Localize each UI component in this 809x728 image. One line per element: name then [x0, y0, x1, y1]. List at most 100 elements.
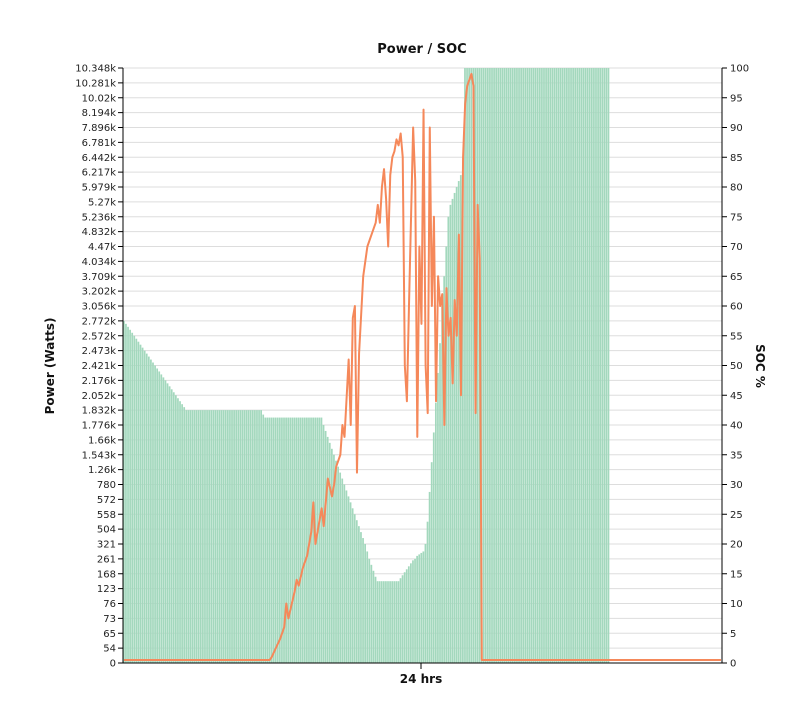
power-bar: [593, 68, 595, 663]
power-bar: [256, 410, 258, 664]
power-bar: [212, 410, 215, 664]
left-axis-title: Power (Watts): [43, 318, 57, 415]
power-bar: [466, 68, 468, 663]
power-bar: [299, 417, 302, 663]
power-bar: [601, 68, 604, 663]
power-bar: [476, 68, 479, 663]
power-bar: [501, 68, 504, 663]
left-tick-label: 73: [103, 614, 116, 625]
power-bar: [125, 323, 127, 663]
left-tick-label: 5.979k: [82, 183, 117, 194]
power-bar: [147, 356, 150, 663]
power-bar: [272, 417, 275, 663]
power-bar: [303, 417, 306, 663]
power-bar: [424, 544, 427, 663]
right-tick-label: 75: [730, 212, 743, 223]
power-bar: [139, 344, 142, 663]
power-bar: [249, 410, 252, 664]
power-bar: [216, 410, 219, 664]
soc-line-layer: [124, 72, 721, 662]
power-bar: [428, 491, 431, 663]
power-bar: [416, 555, 418, 663]
left-tick-label: 504: [97, 525, 116, 536]
power-bar: [590, 68, 593, 663]
power-bar: [320, 417, 323, 663]
power-bar: [509, 68, 512, 663]
left-tick-label: 261: [97, 554, 116, 565]
power-bar: [397, 581, 400, 663]
left-tick-label: 65: [103, 629, 116, 640]
power-bar: [274, 417, 277, 663]
power-bar: [536, 68, 539, 663]
right-tick-label: 30: [730, 480, 743, 491]
power-bar: [430, 462, 433, 663]
power-bar: [324, 430, 327, 663]
left-tick-label: 6.217k: [82, 168, 117, 179]
left-tick-label: 3.709k: [82, 272, 117, 283]
right-tick-label: 0: [730, 659, 736, 670]
power-bar: [516, 68, 518, 663]
right-tick-label: 60: [730, 302, 743, 313]
right-tick-label: 45: [730, 391, 743, 402]
right-tick-label: 5: [730, 629, 736, 640]
power-bar: [532, 68, 535, 663]
power-bar: [131, 332, 134, 663]
power-bar: [366, 551, 369, 663]
power-bar: [210, 410, 213, 664]
right-tick-label: 40: [730, 421, 743, 432]
power-bar: [405, 569, 408, 663]
power-bar: [195, 410, 198, 664]
power-bar: [208, 410, 210, 664]
left-tick-label: 7.896k: [82, 123, 117, 134]
left-tick-label: 4.47k: [88, 242, 116, 253]
power-bar: [214, 410, 217, 664]
power-bar: [137, 341, 140, 663]
left-tick-label: 2.772k: [82, 316, 117, 327]
left-tick-label: 76: [103, 599, 116, 610]
power-bar: [235, 410, 238, 664]
power-bar: [218, 410, 221, 664]
left-tick-label: 10.02k: [82, 93, 117, 104]
power-bar: [337, 466, 339, 663]
power-bar: [520, 68, 522, 663]
power-bar: [603, 68, 606, 663]
power-bar: [497, 68, 500, 663]
power-bar: [291, 417, 294, 663]
power-bar: [395, 581, 398, 663]
right-tick-label: 70: [730, 242, 743, 253]
power-bar: [538, 68, 541, 663]
power-bar: [347, 496, 350, 663]
power-bar: [391, 581, 394, 663]
power-bar: [530, 68, 533, 663]
power-bar: [166, 383, 169, 663]
power-bar: [268, 417, 271, 663]
chart-title: Power / SOC: [377, 42, 466, 57]
power-bar: [160, 374, 163, 663]
power-bar: [141, 347, 144, 663]
power-bar: [437, 372, 439, 663]
power-bar: [534, 68, 537, 663]
power-bar: [385, 581, 387, 663]
right-tick-label: 35: [730, 450, 743, 461]
power-bar: [237, 410, 240, 664]
left-tick-label: 1.832k: [82, 406, 117, 417]
power-bar: [559, 68, 562, 663]
power-bar: [335, 460, 337, 663]
power-bar: [607, 68, 610, 663]
power-bar: [293, 417, 296, 663]
power-bar: [511, 68, 514, 663]
left-tick-label: 2.473k: [82, 346, 117, 357]
power-bar: [343, 484, 346, 663]
power-bar: [545, 68, 547, 663]
left-tick-label: 6.781k: [82, 138, 117, 149]
power-bar: [191, 410, 194, 664]
power-bar: [278, 417, 281, 663]
power-bar: [349, 502, 352, 663]
power-bar: [455, 187, 458, 663]
power-bar: [328, 442, 331, 663]
left-tick-label: 3.056k: [82, 302, 117, 313]
right-tick-label: 100: [730, 64, 749, 75]
left-tick-label: 6.442k: [82, 153, 117, 164]
left-tick-label: 3.202k: [82, 287, 117, 298]
